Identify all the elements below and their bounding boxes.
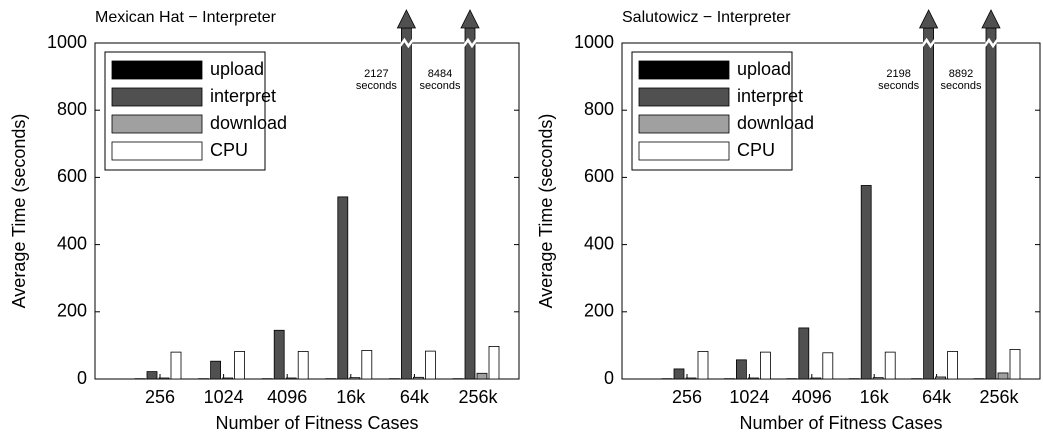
bar: [798, 327, 810, 380]
legend-swatch: [638, 114, 730, 134]
axis-break: [920, 37, 937, 49]
y-axis-label: Average Time (seconds): [9, 114, 29, 309]
legend-label: download: [210, 113, 287, 133]
value-label-box: 2198 seconds: [878, 68, 920, 92]
value-label-box: 8892 seconds: [940, 68, 982, 92]
legend-swatch: [111, 141, 203, 161]
value-label: 2127 seconds: [355, 68, 397, 92]
legend-swatch: [111, 60, 203, 80]
bar: [476, 372, 488, 380]
legend-label: interpret: [210, 86, 276, 106]
x-tick-label: 16k: [336, 387, 366, 407]
x-axis-label: Number of Fitness Cases: [739, 413, 942, 433]
bar: [947, 351, 958, 380]
legend-label: CPU: [737, 140, 775, 160]
overflow-arrow: [460, 9, 480, 29]
axis-break: [461, 37, 479, 49]
bar: [488, 346, 500, 380]
x-tick-label: 16k: [860, 387, 890, 407]
x-tick-label: 4096: [792, 387, 832, 407]
bar: [985, 27, 997, 380]
bar: [736, 359, 747, 380]
y-tick-label: 1000: [47, 32, 87, 52]
bar: [412, 376, 424, 380]
bar: [337, 196, 349, 380]
legend-label: upload: [210, 59, 264, 79]
bar: [170, 351, 182, 380]
axis-break: [398, 37, 415, 49]
bar: [872, 377, 884, 380]
bar: [935, 376, 946, 380]
x-tick-label: 64k: [400, 387, 430, 407]
x-tick-label: 256k: [458, 387, 498, 407]
y-tick-label: 800: [584, 99, 614, 119]
y-tick-label: 600: [57, 166, 87, 186]
y-tick-label: 200: [57, 301, 87, 321]
y-tick-label: 600: [584, 166, 614, 186]
bar: [923, 27, 934, 380]
bar: [349, 377, 361, 380]
y-tick-label: 0: [604, 368, 614, 388]
y-tick-label: 200: [584, 301, 614, 321]
legend-label: upload: [737, 59, 791, 79]
bar: [1009, 349, 1021, 380]
bar: [297, 351, 309, 380]
overflow-arrow: [981, 9, 1001, 29]
y-tick-label: 800: [57, 99, 87, 119]
chart-title: Salutowicz − Interpreter: [622, 9, 791, 26]
x-tick-label: 256: [672, 387, 702, 407]
x-tick-label: 64k: [922, 387, 952, 407]
legend-swatch: [638, 141, 730, 161]
legend-swatch: [638, 60, 730, 80]
x-tick-label: 4096: [267, 387, 307, 407]
legend-swatch: [111, 114, 203, 134]
y-tick-label: 400: [57, 233, 87, 253]
value-label-box: 8484 seconds: [419, 68, 461, 92]
axis-break: [982, 37, 1000, 49]
bar: [464, 27, 476, 380]
bar: [146, 371, 158, 380]
bar: [822, 352, 834, 380]
x-tick-label: 1024: [204, 387, 244, 407]
value-label: 2198 seconds: [878, 68, 920, 92]
x-axis-label: Number of Fitness Cases: [215, 413, 418, 433]
value-label: 8484 seconds: [419, 68, 461, 92]
bar: [222, 377, 234, 380]
legend-swatch: [638, 87, 730, 107]
legend-label: CPU: [210, 140, 248, 160]
bar: [748, 377, 759, 380]
x-tick-label: 1024: [729, 387, 769, 407]
y-tick-label: 400: [584, 233, 614, 253]
bar: [285, 377, 297, 380]
legend-label: download: [737, 113, 814, 133]
bar: [361, 350, 373, 380]
bar: [673, 368, 685, 380]
overflow-arrow: [918, 9, 939, 29]
bar: [760, 351, 771, 380]
y-axis-label: Average Time (seconds): [536, 114, 556, 309]
overflow-arrow: [396, 9, 417, 29]
bar: [697, 351, 709, 380]
bar: [810, 377, 822, 380]
bar: [884, 351, 896, 380]
bar: [685, 377, 697, 380]
bar: [273, 329, 285, 380]
bar: [400, 27, 412, 380]
bar: [158, 377, 170, 380]
legend-swatch: [111, 87, 203, 107]
value-label-box: 2127 seconds: [355, 68, 397, 92]
bar: [997, 372, 1009, 380]
y-tick-label: 0: [77, 368, 87, 388]
value-label: 8892 seconds: [940, 68, 982, 92]
legend-label: interpret: [737, 86, 803, 106]
y-tick-label: 1000: [574, 32, 614, 52]
x-tick-label: 256: [145, 387, 175, 407]
chart-title: Mexican Hat − Interpreter: [95, 9, 277, 26]
bar: [424, 350, 436, 380]
bar: [234, 351, 246, 380]
x-tick-label: 256k: [979, 387, 1019, 407]
bar: [860, 185, 872, 380]
bar: [210, 360, 222, 380]
